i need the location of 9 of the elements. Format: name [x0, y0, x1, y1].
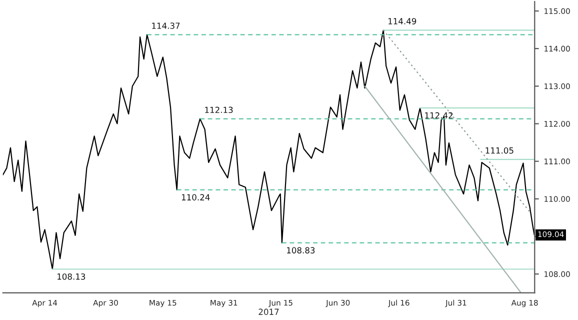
x-axis-title: 2017 [258, 308, 279, 315]
annotation: 108.83 [287, 247, 315, 254]
annotation: 110.24 [182, 194, 210, 200]
annotation: 112.13 [205, 106, 233, 114]
annotation: 114.37 [152, 22, 180, 29]
annotation: 108.13 [57, 273, 86, 280]
annotation: 112.42 [425, 112, 453, 118]
annotation: 114.49 [388, 18, 416, 24]
annotation: 111.05 [486, 147, 514, 154]
